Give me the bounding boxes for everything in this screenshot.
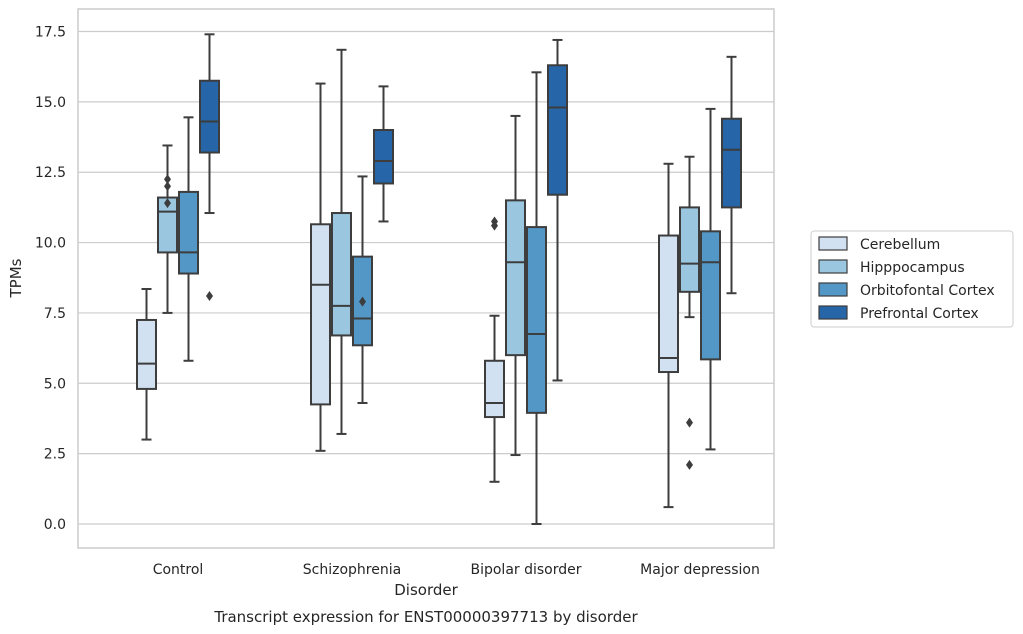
box-body [484,359,505,419]
legend-swatch [818,259,848,274]
box-body [178,190,199,275]
plot-frame [77,8,775,549]
box [679,155,700,470]
box-body [700,230,721,361]
box-body [679,206,700,293]
box [373,85,394,223]
legend: Cerebellum Hipppocampus Orbitofontal Corte… [810,230,1014,328]
y-tick-label: 17.5 [35,25,66,41]
box [199,33,220,302]
box-body [199,79,220,154]
x-tick-label: Schizophrenia [303,562,401,578]
y-axis-title: TPMs [7,258,25,298]
box [157,144,178,314]
outlier-point [491,216,498,227]
box [352,175,373,404]
y-tick-label: 7.5 [44,306,66,322]
outlier-point [359,296,366,307]
x-tick-label: Major depression [640,562,760,578]
box-body [310,223,331,406]
box-series [136,33,742,525]
series-cerebellum [136,82,679,509]
legend-item: Hipppocampus [818,259,965,276]
box [505,114,526,457]
series-prefrontal-cortex [199,33,742,382]
box-body [505,199,526,357]
legend-item: Orbitofontal Cortex [818,282,995,299]
box-body [547,64,568,196]
grid-lines [78,30,774,525]
y-tick-label: 5.0 [44,376,66,392]
outlier-point [206,291,213,302]
box [721,55,742,295]
box [547,38,568,382]
legend-frame [810,230,1014,328]
outlier-point [686,417,693,428]
outlier-point [164,181,171,192]
x-tick-labels: Control Schizophrenia Bipolar disorder Majo… [153,562,760,578]
legend-swatch [818,305,848,320]
y-tick-label: 15.0 [35,95,66,111]
y-tick-label: 2.5 [44,447,66,463]
box [526,71,547,525]
box [658,162,679,509]
box [484,216,505,483]
y-tick-label: 10.0 [35,236,66,252]
y-tick-label: 0.0 [44,517,66,533]
legend-swatch [818,282,848,297]
x-axis-title: Disorder [394,581,458,599]
legend-item: Cerebellum [818,236,940,253]
box [700,107,721,451]
box-body [721,117,742,209]
legend-item: Prefrontal Cortex [818,305,979,322]
box-body [526,226,547,414]
box [178,116,199,362]
legend-label: Hipppocampus [860,260,965,276]
box-body [658,234,679,374]
outlier-point [164,174,171,185]
box-body [331,212,352,337]
x-tick-label: Bipolar disorder [470,562,581,578]
legend-label: Cerebellum [860,237,940,253]
box [136,288,157,441]
box-body [136,318,157,390]
chart-caption: Transcript expression for ENST0000039771… [213,608,638,626]
outlier-point [164,198,171,209]
series-orbitofontal-cortex [178,71,721,525]
legend-swatch [818,236,848,251]
y-tick-label: 12.5 [35,165,66,181]
box [310,82,331,452]
legend-label: Orbitofontal Cortex [860,283,995,299]
outlier-point [686,459,693,470]
legend-label: Prefrontal Cortex [860,306,979,322]
x-tick-label: Control [153,562,204,578]
box [331,48,352,435]
series-hipppocampus [157,48,700,470]
box-body [373,129,394,185]
y-tick-labels: 0.0 2.5 5.0 7.5 10.0 12.5 15.0 17.5 [35,25,66,534]
